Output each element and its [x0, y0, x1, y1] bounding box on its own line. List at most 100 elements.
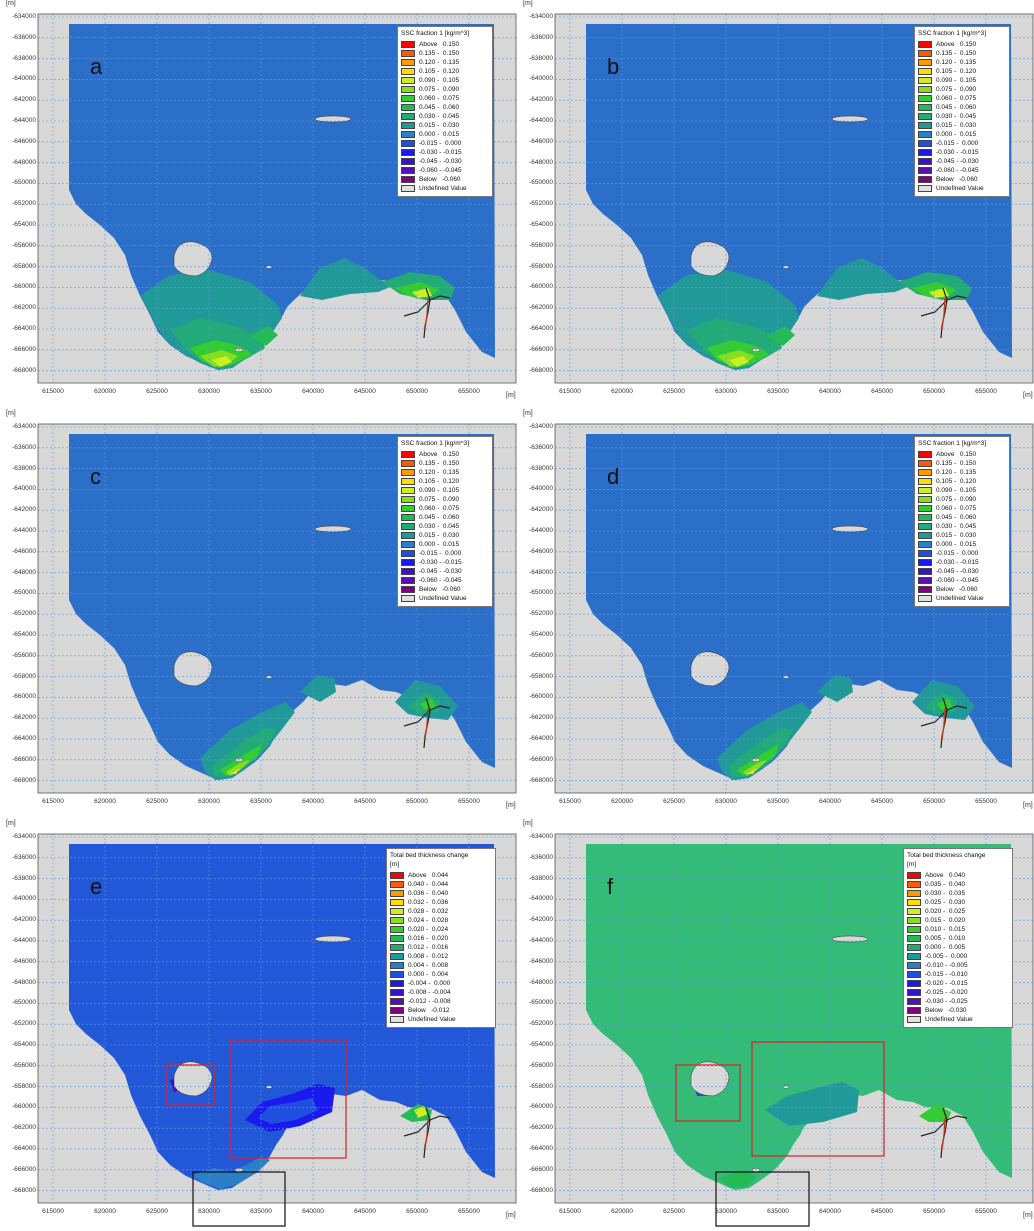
legend-entry: Undefined Value [907, 1015, 1009, 1024]
legend-swatch [401, 478, 415, 485]
legend-entry: 0.135 - 0.150 [401, 49, 489, 58]
legend-label: -0.010 - -0.005 [925, 962, 968, 969]
legend-entry: 0.105 - 0.120 [401, 477, 489, 486]
island [173, 241, 213, 277]
legend-label: 0.040 - 0.044 [408, 881, 449, 888]
legend-entry: Undefined Value [390, 1015, 492, 1024]
x-axis-unit-label: [m] [1023, 802, 1033, 809]
x-tick-label: 640000 [302, 1208, 324, 1215]
y-tick-label: -644000 [12, 937, 36, 944]
x-tick-label: 615000 [42, 1208, 64, 1215]
island [314, 115, 352, 123]
panel-label-a: a [90, 54, 103, 79]
legend-entry: Undefined Value [918, 594, 1006, 603]
legend-entry: 0.005 - 0.010 [907, 934, 1009, 943]
legend-swatch [918, 122, 932, 129]
legend-swatch [918, 451, 932, 458]
legend-entry: 0.075 - 0.090 [401, 85, 489, 94]
concentration-contour [729, 356, 749, 367]
y-tick-label: -666000 [529, 755, 553, 763]
legend-label: 0.060 - 0.075 [936, 95, 977, 102]
legend-label: -0.060 - -0.045 [936, 167, 979, 174]
y-tick-label: -658000 [12, 262, 36, 270]
y-tick-label: -638000 [12, 874, 36, 882]
x-axis-unit-label: [m] [1023, 392, 1033, 399]
legend-label: 0.045 - 0.060 [419, 104, 460, 111]
legend-swatch [401, 59, 415, 66]
y-tick-label: -638000 [529, 464, 553, 472]
river-channel [920, 697, 968, 749]
y-tick-label: -652000 [12, 1020, 36, 1028]
island [831, 525, 869, 533]
legend-label: -0.045 - -0.030 [936, 568, 979, 575]
x-tick-label: 630000 [715, 1208, 737, 1215]
legend-swatch [907, 953, 921, 960]
y-tick-label: -636000 [12, 853, 36, 861]
legend-swatch [918, 586, 932, 593]
x-tick-label: 615000 [559, 388, 581, 395]
x-tick-label: 615000 [559, 1208, 581, 1215]
y-tick-label: -650000 [529, 589, 553, 597]
x-tick-label: 630000 [198, 798, 220, 805]
legend-unit: [m] [390, 861, 400, 868]
legend-label: 0.020 - 0.025 [925, 908, 966, 915]
legend-swatch [918, 77, 932, 84]
x-tick-label: 615000 [559, 798, 581, 805]
y-tick-label: -636000 [529, 853, 553, 861]
legend-swatch [907, 899, 921, 906]
panel-label-e: e [90, 874, 103, 899]
x-tick-label: 625000 [663, 798, 685, 805]
legend-entry: 0.045 - 0.060 [918, 513, 1006, 522]
color-legend: SSC fraction 1 [kg/m^3] Above 0.150 0.135 … [914, 26, 1010, 197]
y-tick-label: -640000 [529, 75, 553, 83]
legend-label: 0.016 - 0.020 [408, 935, 449, 942]
legend-swatch [907, 962, 921, 969]
legend-swatch [390, 971, 404, 978]
river-channel [920, 287, 968, 339]
legend-label: 0.090 - 0.105 [419, 487, 460, 494]
y-axis-unit-label: [m] [523, 820, 533, 827]
legend-label: -0.030 - -0.015 [936, 149, 979, 156]
y-tick-label: -640000 [12, 75, 36, 83]
legend-entry: Below -0.060 [401, 585, 489, 594]
sea-area [586, 434, 1012, 780]
y-tick-label: -660000 [529, 693, 553, 701]
legend-unit: [m] [907, 861, 917, 868]
x-tick-label: 620000 [94, 1208, 116, 1215]
y-tick-label: -656000 [529, 651, 553, 659]
legend-label: -0.045 - -0.030 [419, 568, 462, 575]
legend-swatch [907, 926, 921, 933]
legend-entry: 0.090 - 0.105 [401, 486, 489, 495]
legend-swatch [390, 953, 404, 960]
legend-swatch [918, 158, 932, 165]
island [690, 651, 730, 687]
x-tick-label: 625000 [146, 1208, 168, 1215]
concentration-contour [743, 760, 767, 776]
legend-entry: 0.035 - 0.040 [907, 880, 1009, 889]
legend-entry: Above 0.150 [401, 450, 489, 459]
legend-label: 0.020 - 0.024 [408, 926, 449, 933]
y-tick-label: -648000 [12, 568, 36, 576]
legend-label: Undefined Value [419, 185, 467, 192]
x-tick-label: 620000 [94, 798, 116, 805]
legend-entry: 0.045 - 0.060 [401, 103, 489, 112]
y-tick-label: -648000 [12, 158, 36, 166]
legend-label: 0.075 - 0.090 [936, 496, 977, 503]
x-tick-label: 640000 [819, 388, 841, 395]
legend-entry: 0.060 - 0.075 [401, 94, 489, 103]
legend-swatch [918, 559, 932, 566]
legend-entry: -0.060 - -0.045 [401, 166, 489, 175]
y-tick-label: -636000 [529, 443, 553, 451]
y-tick-label: -640000 [529, 895, 553, 903]
plot-frame [37, 13, 517, 384]
legend-label: 0.090 - 0.105 [419, 77, 460, 84]
y-tick-label: -664000 [529, 325, 553, 332]
legend-entry: 0.060 - 0.075 [401, 504, 489, 513]
map-plot-c [37, 423, 517, 794]
legend-entry: -0.030 - -0.015 [918, 148, 1006, 157]
x-tick-label: 650000 [923, 798, 945, 805]
y-tick-label: -662000 [529, 714, 553, 722]
legend-label: -0.020 - -0.015 [925, 980, 968, 987]
legend-label: Above 0.150 [936, 41, 977, 48]
legend-label: 0.030 - 0.045 [419, 523, 460, 530]
